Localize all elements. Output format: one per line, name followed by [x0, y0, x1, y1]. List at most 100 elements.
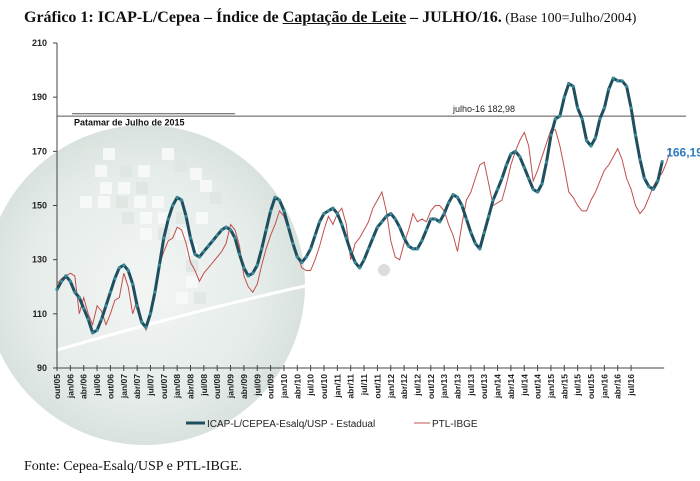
icap-data-point [509, 152, 513, 156]
icap-data-point [246, 274, 250, 278]
icap-data-point [215, 233, 219, 237]
icap-data-point [193, 252, 197, 256]
x-tick-label: jul/11 [359, 374, 369, 397]
icap-data-point [495, 187, 500, 191]
icap-data-point [300, 260, 304, 264]
icap-data-point [233, 236, 237, 240]
icap-data-point [291, 241, 295, 246]
icap-data-point [59, 279, 64, 283]
x-tick-label: out/15 [586, 374, 596, 399]
icap-data-point [180, 198, 184, 202]
x-tick-label: jan/07 [119, 374, 129, 399]
icap-data-point [362, 258, 366, 262]
icap-data-point [73, 290, 77, 294]
icap-data-point [277, 198, 282, 202]
icap-data-point [153, 290, 157, 294]
icap-data-point [447, 201, 451, 205]
x-tick-label: abr/11 [346, 374, 356, 399]
decorative-square [196, 212, 208, 224]
icap-data-point [122, 263, 126, 267]
y-tick-label: 130 [32, 255, 47, 265]
icap-data-point [197, 255, 201, 259]
decorative-square [136, 182, 148, 194]
icap-data-point [620, 79, 624, 83]
x-tick-label: abr/06 [79, 374, 89, 399]
x-tick-label: jul/12 [412, 374, 422, 397]
icap-data-point [531, 187, 535, 191]
icap-data-point [460, 203, 464, 208]
x-tick-label: out/13 [479, 374, 489, 399]
y-tick-label: 150 [32, 201, 47, 211]
icap-data-point [589, 144, 593, 148]
icap-data-point [638, 157, 642, 162]
icap-data-point [148, 312, 153, 316]
decorative-square [100, 182, 112, 194]
icap-data-point [282, 209, 286, 213]
icap-data-point [647, 184, 651, 189]
icap-data-point [135, 304, 139, 308]
icap-data-point [286, 225, 290, 229]
icap-data-point [242, 266, 246, 270]
decorative-square [80, 196, 92, 208]
icap-data-point [273, 195, 277, 199]
decorative-square [190, 168, 202, 180]
icap-data-point [576, 106, 580, 110]
x-tick-label: jan/15 [546, 374, 556, 399]
x-tick-label: jul/10 [306, 374, 316, 397]
x-tick-label: abr/09 [239, 374, 249, 399]
decorative-square [175, 160, 187, 172]
icap-data-point [593, 136, 598, 140]
icap-data-point [491, 198, 495, 202]
icap-data-point [326, 209, 331, 213]
background-decoration [0, 125, 390, 445]
icap-data-point [340, 222, 344, 227]
icap-data-point [633, 133, 638, 137]
icap-data-point [237, 252, 242, 256]
decorative-square [176, 228, 188, 240]
x-tick-label: jan/13 [439, 374, 449, 399]
icap-data-point [518, 155, 522, 159]
decorative-square [140, 228, 152, 240]
icap-data-point [478, 247, 482, 251]
icap-data-point [68, 279, 72, 283]
icap-data-point [126, 268, 130, 273]
x-tick-label: out/14 [533, 374, 543, 399]
decorative-squares [80, 148, 222, 304]
legend-label-ptl: PTL-IBGE [432, 419, 478, 430]
icap-data-point [473, 241, 477, 246]
icap-data-point [202, 249, 206, 254]
decorative-square [140, 212, 152, 224]
legend: ICAP-L/CEPEA-Esalq/USP - Estadual PTL-IB… [186, 419, 478, 430]
icap-data-point [567, 82, 571, 86]
icap-data-point [540, 182, 544, 186]
icap-data-point [616, 79, 620, 83]
icap-data-point [371, 236, 375, 240]
x-tick-label: out/07 [159, 374, 169, 399]
x-tick-label: abr/12 [399, 374, 409, 399]
x-tick-label: out/05 [52, 374, 62, 399]
globe-shape [0, 125, 305, 445]
icap-data-point [420, 239, 424, 243]
icap-data-point [536, 190, 540, 194]
x-tick-label: jul/08 [199, 374, 209, 397]
swoosh-dot [378, 264, 390, 276]
x-tick-label: abr/08 [186, 374, 196, 399]
icap-data-point [322, 212, 326, 216]
decorative-square [176, 292, 188, 304]
icap-data-point [455, 195, 460, 199]
icap-data-point [442, 212, 446, 216]
icap-data-point [131, 282, 135, 286]
icap-data-point [424, 228, 428, 232]
x-tick-label: abr/16 [613, 374, 623, 399]
last-value-label: 166,19 [666, 146, 700, 160]
source-note: Fonte: Cepea-Esalq/USP e PTL-IBGE. [24, 459, 243, 474]
icap-data-point [211, 239, 215, 243]
decorative-square [194, 292, 206, 304]
icap-data-point [398, 225, 402, 229]
x-tick-label: jul/14 [519, 374, 529, 397]
x-tick-label: out/11 [372, 374, 382, 399]
icap-data-point [504, 163, 509, 167]
decorative-square [210, 192, 222, 204]
